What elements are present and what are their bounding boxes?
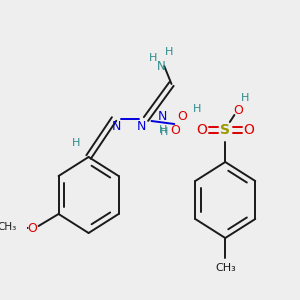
Text: H: H [241,93,250,103]
Text: N: N [158,110,167,122]
Text: N: N [157,61,166,74]
Text: H: H [149,53,158,63]
Text: O: O [27,221,37,235]
Text: N: N [112,121,122,134]
Text: S: S [220,123,230,137]
Text: H: H [193,104,201,114]
Text: O: O [244,123,254,137]
Text: N: N [137,121,146,134]
Text: CH₃: CH₃ [0,222,16,232]
Text: O: O [196,123,207,137]
Text: H: H [159,125,167,135]
Text: O: O [170,124,180,136]
Text: O: O [178,110,188,122]
Text: O: O [233,103,243,116]
Text: H: H [165,47,173,57]
Text: H: H [72,138,80,148]
Text: H: H [160,127,168,137]
Text: CH₃: CH₃ [215,263,236,273]
